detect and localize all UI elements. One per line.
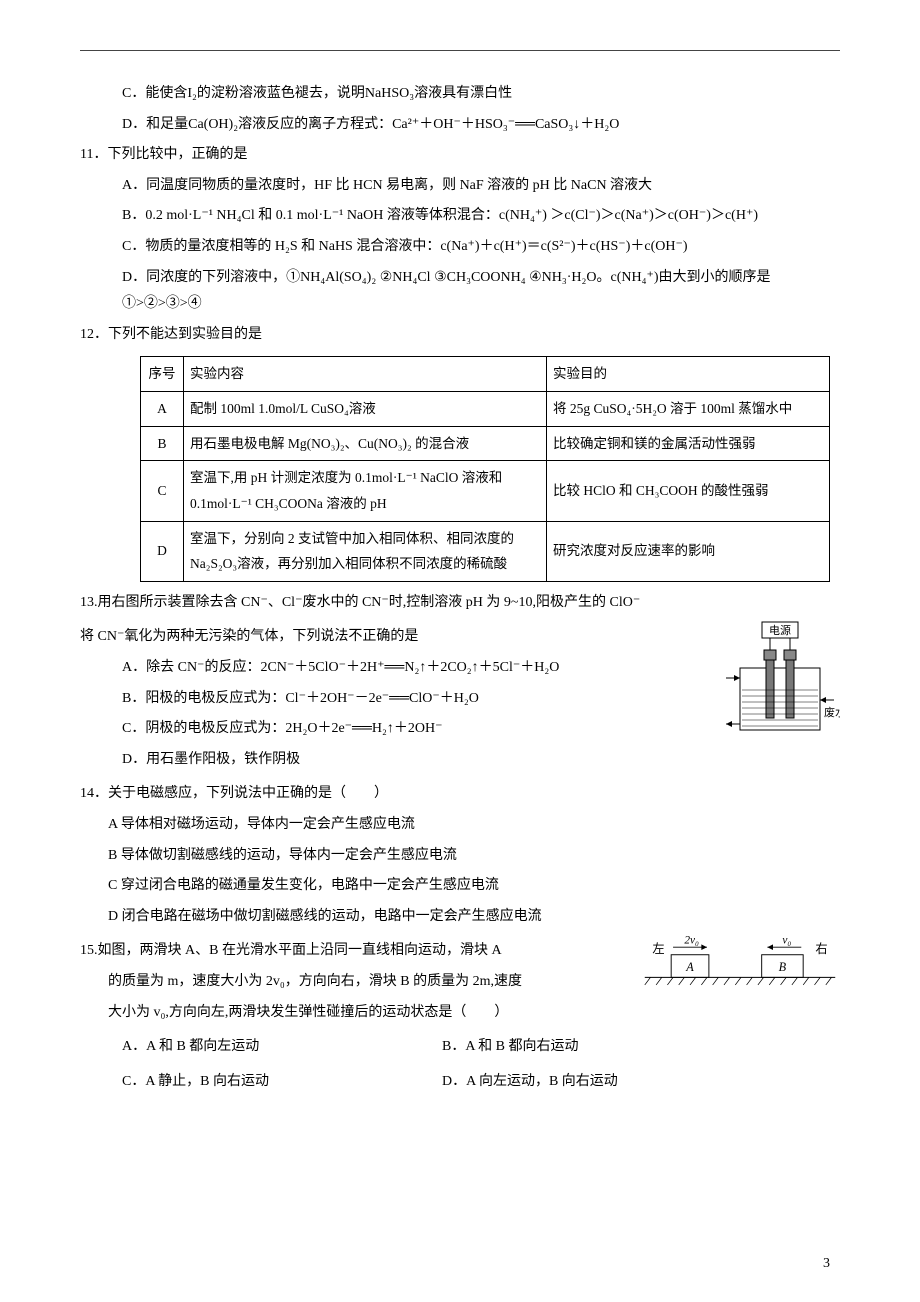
block-a-label: A — [685, 960, 694, 974]
q13-option-a: A．除去 CN⁻的反应：2CN⁻＋5ClO⁻＋2H⁺══N₂↑＋2CO₂↑＋5C… — [80, 655, 712, 682]
q15-stem-2: 的质量为 m，速度大小为 2v₀，方向向右，滑块 B 的质量为 2m,速度 — [80, 969, 634, 996]
wastewater-label: 废水 — [824, 705, 840, 719]
q12-d-content: 室温下，分别向 2 支试管中加入相同体积、相同浓度的 Na₂S₂O₃溶液，再分别… — [184, 521, 547, 581]
q13-stem-1: 13.用右图所示装置除去含 CN⁻、Cl⁻废水中的 CN⁻时,控制溶液 pH 为… — [80, 590, 840, 617]
q15-option-d: D．A 向左运动，B 向右运动 — [442, 1069, 840, 1096]
q12-a-seq: A — [141, 391, 184, 426]
q12-a-purpose: 将 25g CuSO₄·5H₂O 溶于 100ml 蒸馏水中 — [547, 391, 830, 426]
q12-b-seq: B — [141, 426, 184, 461]
table-row: C 室温下,用 pH 计测定浓度为 0.1mol·L⁻¹ NaClO 溶液和 0… — [141, 461, 830, 521]
q14-stem: 14．关于电磁感应，下列说法中正确的是（ ） — [80, 781, 840, 808]
q12-th-purpose: 实验目的 — [547, 357, 830, 392]
q10-option-d: D．和足量Ca(OH)₂溶液反应的离子方程式：Ca²⁺＋OH⁻＋HSO₃⁻══C… — [80, 112, 840, 139]
q11-option-d: D．同浓度的下列溶液中，①NH₄Al(SO₄)₂ ②NH₄Cl ③CH₃COON… — [80, 265, 840, 318]
q12-d-seq: D — [141, 521, 184, 581]
q12-c-seq: C — [141, 461, 184, 521]
q11-option-b: B．0.2 mol·L⁻¹ NH₄Cl 和 0.1 mol·L⁻¹ NaOH 溶… — [80, 203, 840, 230]
q12-th-content: 实验内容 — [184, 357, 547, 392]
q14-option-d: D 闭合电路在磁场中做切割磁感线的运动，电路中一定会产生感应电流 — [80, 904, 840, 931]
q12-d-purpose: 研究浓度对反应速率的影响 — [547, 521, 830, 581]
v-a: 2v₀ — [684, 935, 699, 947]
electrolysis-diagram: 电源 — [720, 620, 840, 761]
page-number: 3 — [823, 1251, 830, 1278]
table-row: A 配制 100ml 1.0mol/L CuSO₄溶液 将 25g CuSO₄·… — [141, 391, 830, 426]
left-label: 左 — [652, 941, 664, 956]
q15-option-b: B．A 和 B 都向右运动 — [442, 1034, 840, 1061]
table-row: D 室温下，分别向 2 支试管中加入相同体积、相同浓度的 Na₂S₂O₃溶液，再… — [141, 521, 830, 581]
q15-option-a: A．A 和 B 都向左运动 — [122, 1034, 442, 1061]
q11-option-a: A．同温度同物质的量浓度时，HF 比 HCN 易电离，则 NaF 溶液的 pH … — [80, 173, 840, 200]
q13-option-b: B．阳极的电极反应式为：Cl⁻＋2OH⁻－2e⁻══ClO⁻＋H₂O — [80, 686, 712, 713]
right-label: 右 — [815, 941, 827, 956]
q12-c-purpose: 比较 HClO 和 CH₃COOH 的酸性强弱 — [547, 461, 830, 521]
q11-option-c: C．物质的量浓度相等的 H₂S 和 NaHS 混合溶液中：c(Na⁺)＋c(H⁺… — [80, 234, 840, 261]
q14-option-c: C 穿过闭合电路的磁通量发生变化，电路中一定会产生感应电流 — [80, 873, 840, 900]
q15-stem-1: 15.如图，两滑块 A、B 在光滑水平面上沿同一直线相向运动，滑块 A — [80, 938, 634, 965]
block-b-label: B — [779, 960, 787, 974]
q13-stem-2: 将 CN⁻氧化为两种无污染的气体，下列说法不正确的是 — [80, 624, 712, 651]
q15-stem-3: 大小为 v₀,方向向左,两滑块发生弹性碰撞后的运动状态是（ ） — [80, 1000, 634, 1027]
q14-option-b: B 导体做切割磁感线的运动，导体内一定会产生感应电流 — [80, 843, 840, 870]
q11-stem: 11．下列比较中，正确的是 — [80, 142, 840, 169]
q13-option-c: C．阴极的电极反应式为：2H₂O＋2e⁻══H₂↑＋2OH⁻ — [80, 716, 712, 743]
blocks-diagram: 左 右 2v₀ v₀ A B — [640, 934, 840, 1011]
q12-c-content: 室温下,用 pH 计测定浓度为 0.1mol·L⁻¹ NaClO 溶液和 0.1… — [184, 461, 547, 521]
power-label: 电源 — [769, 623, 791, 637]
q12-stem: 12．下列不能达到实验目的是 — [80, 322, 840, 349]
q14-option-a: A 导体相对磁场运动，导体内一定会产生感应电流 — [80, 812, 840, 839]
q13-option-d: D．用石墨作阳极，铁作阴极 — [80, 747, 712, 774]
q12-th-seq: 序号 — [141, 357, 184, 392]
q12-b-content: 用石墨电极电解 Mg(NO₃)₂、Cu(NO₃)₂ 的混合液 — [184, 426, 547, 461]
q12-b-purpose: 比较确定铜和镁的金属活动性强弱 — [547, 426, 830, 461]
q15-option-c: C．A 静止，B 向右运动 — [122, 1069, 442, 1096]
q10-option-c: C．能使含I₂的淀粉溶液蓝色褪去，说明NaHSO₃溶液具有漂白性 — [80, 81, 840, 108]
table-row: B 用石墨电极电解 Mg(NO₃)₂、Cu(NO₃)₂ 的混合液 比较确定铜和镁… — [141, 426, 830, 461]
q12-table: 序号 实验内容 实验目的 A 配制 100ml 1.0mol/L CuSO₄溶液… — [140, 356, 830, 581]
v-b: v₀ — [782, 935, 791, 947]
q12-a-content: 配制 100ml 1.0mol/L CuSO₄溶液 — [184, 391, 547, 426]
